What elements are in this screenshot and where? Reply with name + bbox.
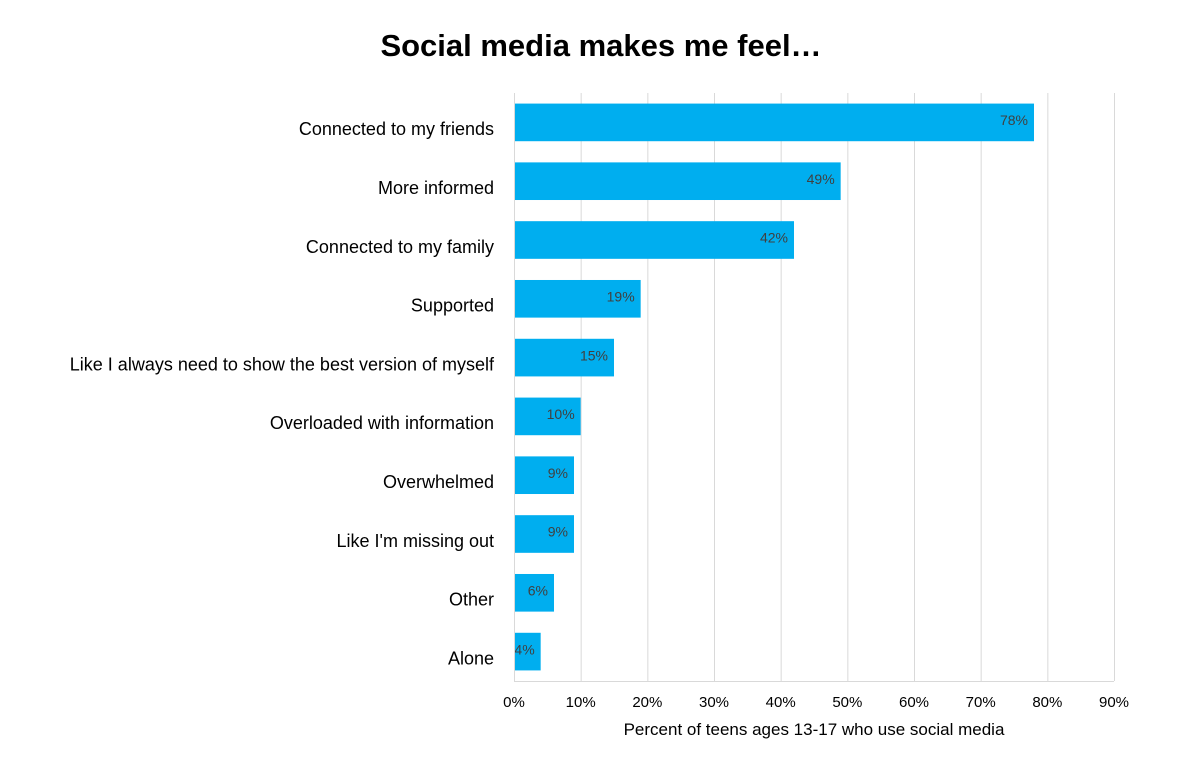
data-label: 15% <box>580 347 608 363</box>
bar <box>514 397 581 436</box>
category-label: Overloaded with information <box>270 413 494 433</box>
bar <box>514 221 794 259</box>
bar <box>514 338 614 377</box>
x-tick-label: 20% <box>632 694 662 711</box>
x-tick-label: 60% <box>899 694 929 711</box>
x-tick-label: 30% <box>699 694 729 711</box>
category-label: Supported <box>411 296 494 316</box>
x-tick-label: 0% <box>503 694 525 711</box>
bar <box>514 573 554 612</box>
category-label: Other <box>449 590 494 610</box>
chart-title: Social media makes me feel… <box>380 28 822 63</box>
bar <box>514 632 541 671</box>
x-tick-label: 90% <box>1099 694 1129 711</box>
category-label: Overwhelmed <box>383 472 494 492</box>
bar <box>514 515 574 553</box>
x-tick-label: 40% <box>766 694 796 711</box>
x-axis-label: Percent of teens ages 13-17 who use soci… <box>623 720 1005 739</box>
x-tick-label: 70% <box>966 694 996 711</box>
bar <box>514 103 1034 142</box>
category-label: Alone <box>448 648 494 668</box>
category-label: Connected to my friends <box>299 119 494 139</box>
data-label: 42% <box>760 230 788 246</box>
bar <box>514 456 574 495</box>
data-label: 9% <box>548 465 568 481</box>
data-label: 9% <box>548 524 568 540</box>
data-label: 19% <box>607 289 635 305</box>
x-tick-label: 50% <box>832 694 862 711</box>
x-tick-label: 10% <box>566 694 596 711</box>
data-label: 4% <box>514 641 534 657</box>
data-label: 78% <box>1000 112 1028 128</box>
category-label: Like I'm missing out <box>337 531 495 551</box>
category-label: Like I always need to show the best vers… <box>70 354 495 374</box>
category-label: More informed <box>378 178 494 198</box>
bar <box>514 279 641 318</box>
category-label: Connected to my family <box>306 237 494 257</box>
data-label: 49% <box>807 171 835 187</box>
bar <box>514 162 841 201</box>
data-label: 10% <box>547 406 575 422</box>
data-label: 6% <box>528 583 548 599</box>
x-tick-label: 80% <box>1032 694 1062 711</box>
